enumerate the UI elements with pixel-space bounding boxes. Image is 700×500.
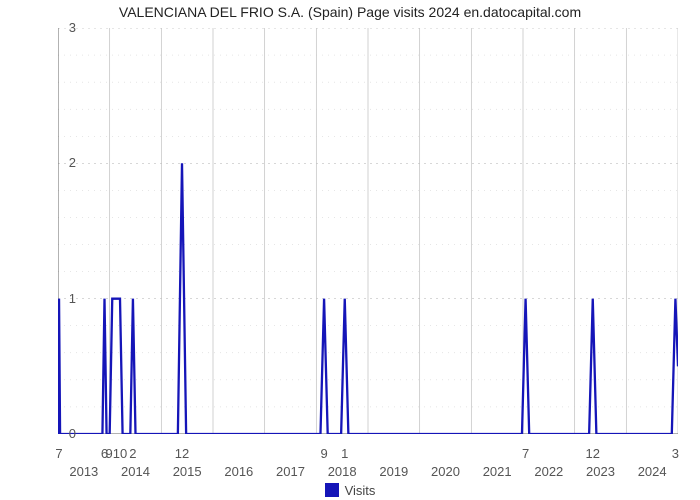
x-data-label: 9 — [320, 446, 327, 461]
y-tick-label: 3 — [46, 20, 76, 35]
x-year-label: 2020 — [431, 464, 460, 479]
x-year-label: 2017 — [276, 464, 305, 479]
x-year-label: 2023 — [586, 464, 615, 479]
y-tick-label: 1 — [46, 291, 76, 306]
x-data-label: 12 — [586, 446, 600, 461]
x-year-label: 2024 — [638, 464, 667, 479]
legend-swatch — [325, 483, 339, 497]
x-year-label: 2014 — [121, 464, 150, 479]
chart-svg — [58, 28, 678, 434]
x-data-label: 2 — [129, 446, 136, 461]
x-data-label: 910 — [106, 446, 128, 461]
x-data-label: 7 — [522, 446, 529, 461]
x-year-label: 2015 — [173, 464, 202, 479]
x-year-label: 2018 — [328, 464, 357, 479]
plot-area — [58, 28, 678, 434]
legend-label: Visits — [345, 483, 376, 498]
x-data-label: 3 — [672, 446, 679, 461]
x-data-label: 12 — [175, 446, 189, 461]
x-year-label: 2013 — [69, 464, 98, 479]
x-year-label: 2019 — [379, 464, 408, 479]
x-year-label: 2021 — [483, 464, 512, 479]
x-data-label: 1 — [341, 446, 348, 461]
y-tick-label: 2 — [46, 155, 76, 170]
y-tick-label: 0 — [46, 426, 76, 441]
legend: Visits — [0, 483, 700, 498]
x-year-label: 2016 — [224, 464, 253, 479]
chart-title: VALENCIANA DEL FRIO S.A. (Spain) Page vi… — [0, 4, 700, 24]
x-year-label: 2022 — [534, 464, 563, 479]
x-data-label: 7 — [55, 446, 62, 461]
